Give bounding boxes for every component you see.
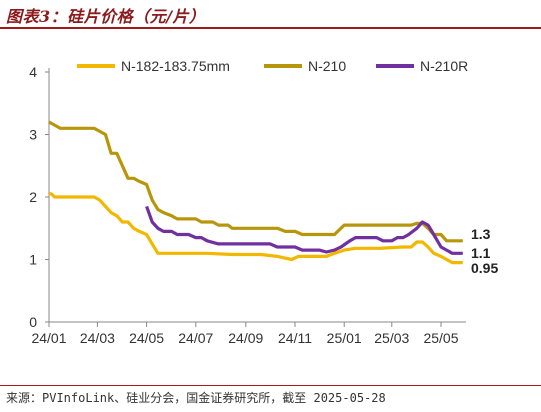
y-tick-label: 4 <box>29 64 37 80</box>
y-tick-label: 3 <box>29 127 37 143</box>
chart-axes: 0 1 2 3 4 24/01 24/03 24/05 24/07 24/09 24/11 25/01… <box>29 64 466 346</box>
x-tick-label: 24/01 <box>31 330 66 346</box>
x-tick-label: 24/07 <box>178 330 213 346</box>
y-tick-label: 2 <box>29 189 37 205</box>
footer-divider <box>0 385 541 386</box>
x-tick-label: 24/11 <box>278 330 312 346</box>
legend-label: N-210R <box>420 58 468 74</box>
end-value-label: 1.1 <box>471 245 491 261</box>
end-value-label: 1.3 <box>471 226 491 242</box>
series-line-1 <box>48 120 463 243</box>
chart-series <box>48 120 463 265</box>
end-value-label: 0.95 <box>471 260 498 276</box>
y-tick-label: 0 <box>29 314 37 330</box>
legend-label: N-210 <box>308 58 346 74</box>
x-tick-label: 25/01 <box>327 330 362 346</box>
chart-end-labels: 1.3 1.10.95 <box>471 226 498 276</box>
chart-legend: N-182-183.75mm N-210 N-210R <box>77 58 468 74</box>
series-line-2 <box>145 205 463 255</box>
x-tick-label: 24/05 <box>129 330 164 346</box>
x-tick-label: 25/05 <box>423 330 458 346</box>
legend-label: N-182-183.75mm <box>121 58 230 74</box>
chart-title: 图表3：硅片价格（元/片） <box>6 7 206 26</box>
x-tick-label: 24/09 <box>228 330 263 346</box>
line-chart: 0 1 2 3 4 24/01 24/03 24/05 24/07 24/09 24/11 25/01… <box>29 58 498 346</box>
series-line-0 <box>49 192 463 265</box>
source-note: 来源：PVInfoLink、硅业分会，国金证券研究所，截至 2025-05-28 <box>6 391 386 405</box>
x-tick-label: 24/03 <box>80 330 115 346</box>
title-divider <box>0 27 541 29</box>
x-tick-label: 25/03 <box>374 330 409 346</box>
y-tick-label: 1 <box>29 252 37 268</box>
